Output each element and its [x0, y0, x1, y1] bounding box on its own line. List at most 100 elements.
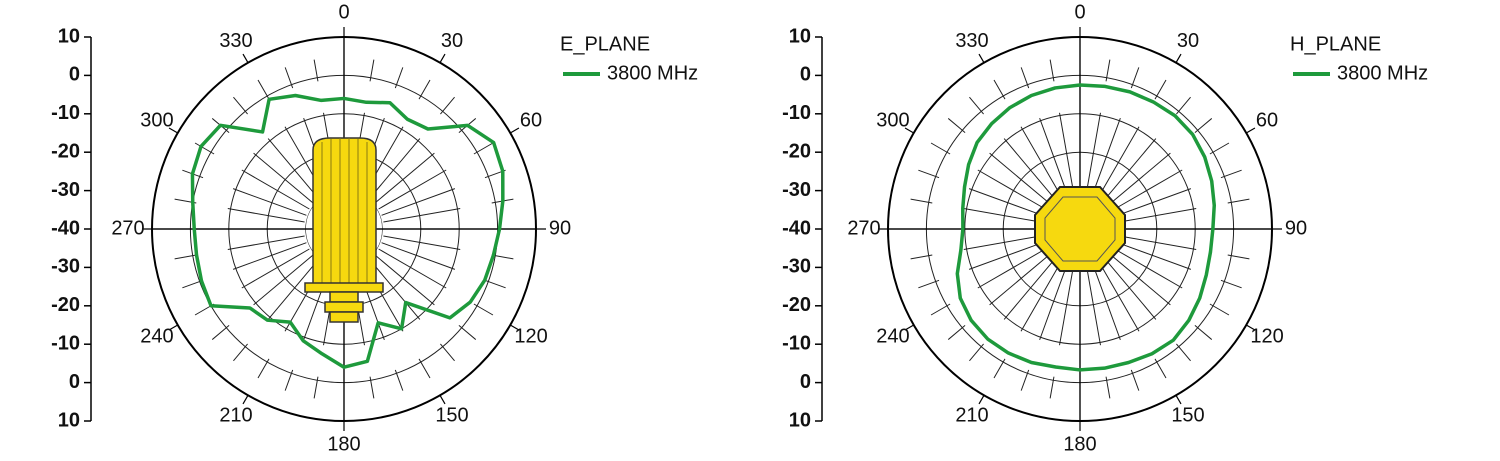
theta-tick	[1175, 53, 1182, 64]
spoke	[1119, 198, 1250, 223]
legend-label: 3800 MHz	[1337, 62, 1428, 84]
r-tick-label: 10	[789, 25, 811, 47]
r-tick-label: 10	[58, 409, 80, 431]
spoke	[233, 259, 319, 362]
r-tick-label: -20	[51, 294, 80, 316]
theta-label: 120	[514, 325, 547, 347]
r-tick-label: -20	[782, 294, 811, 316]
r-tick-label: -40	[51, 217, 80, 239]
theta-label: 330	[219, 30, 252, 52]
theta-label: 330	[955, 30, 988, 52]
legend-label: 3800 MHz	[607, 62, 698, 84]
antenna-connector	[329, 311, 359, 323]
legend-title: E_PLANE	[560, 33, 650, 55]
theta-label: 150	[1171, 404, 1204, 426]
theta-label: 30	[1177, 30, 1199, 52]
antenna-nut	[324, 301, 364, 313]
pattern-curve	[190, 93, 505, 369]
theta-tick	[1175, 394, 1182, 405]
theta-label: 240	[876, 325, 909, 347]
spoke	[1114, 248, 1230, 316]
spoke	[1099, 79, 1167, 195]
theta-label: 120	[1250, 325, 1283, 347]
antenna-nut	[329, 291, 359, 303]
spoke	[211, 254, 314, 340]
polar-chart: 0 30 60 90 120 150 180 210 240 270 300 330 -40 -30 -30…	[51, 1, 571, 455]
r-tick-label: -10	[782, 332, 811, 354]
theta-label: 180	[1063, 433, 1096, 455]
theta-tick	[509, 127, 520, 134]
r-tick-label: -40	[782, 217, 811, 239]
spoke	[1086, 59, 1111, 190]
antenna-base	[304, 282, 384, 293]
r-tick-label: -30	[51, 256, 80, 278]
r-tick-label: -10	[51, 332, 80, 354]
antenna-h	[1034, 186, 1126, 272]
theta-label: 30	[441, 30, 463, 52]
theta-tick	[439, 394, 446, 405]
theta-tick	[904, 127, 915, 134]
theta-tick	[509, 324, 520, 331]
theta-label: 270	[847, 217, 880, 239]
r-tick-label: -30	[782, 179, 811, 201]
spoke	[910, 198, 1041, 223]
theta-label: 60	[520, 109, 542, 131]
theta-label: 270	[111, 217, 144, 239]
spoke	[930, 142, 1046, 210]
spoke	[930, 248, 1046, 316]
theta-tick	[978, 394, 985, 405]
spoke	[1086, 268, 1111, 399]
spoke	[194, 142, 310, 210]
legend-title: H_PLANE	[1290, 33, 1381, 55]
theta-tick	[904, 324, 915, 331]
theta-label: 90	[549, 217, 571, 239]
theta-tick	[242, 53, 249, 64]
spoke	[1105, 96, 1191, 199]
r-tick-label: -20	[51, 140, 80, 162]
r-tick-label: -30	[51, 179, 80, 201]
r-tick-label: 10	[789, 409, 811, 431]
theta-label: 300	[140, 109, 173, 131]
spoke	[969, 259, 1055, 362]
antenna-ridges	[321, 138, 368, 288]
spoke	[1049, 59, 1074, 190]
spoke	[233, 96, 319, 199]
theta-label: 60	[1256, 109, 1278, 131]
spoke	[1110, 118, 1213, 204]
spoke	[374, 118, 477, 204]
theta-tick	[439, 53, 446, 64]
theta-tick	[168, 127, 179, 134]
theta-label: 0	[1074, 1, 1085, 23]
theta-label: 210	[955, 404, 988, 426]
theta-label: 90	[1285, 217, 1307, 239]
r-tick-label: 10	[58, 25, 80, 47]
antenna-inner	[1044, 196, 1116, 262]
spoke	[378, 248, 494, 316]
r-tick-label: 0	[800, 64, 811, 86]
spoke	[947, 254, 1050, 340]
theta-label: 300	[876, 109, 909, 131]
theta-label: 0	[338, 1, 349, 23]
theta-label: 180	[327, 433, 360, 455]
spoke	[1119, 235, 1250, 260]
r-tick-label: 0	[69, 64, 80, 86]
r-tick-label: -10	[51, 102, 80, 124]
antenna-body	[312, 137, 377, 291]
r-tick-label: 0	[800, 371, 811, 393]
theta-tick	[978, 53, 985, 64]
spoke	[383, 198, 514, 223]
spoke	[369, 96, 455, 199]
spoke	[1110, 254, 1213, 340]
theta-label: 150	[435, 404, 468, 426]
spoke	[1105, 259, 1191, 362]
theta-label: 210	[219, 404, 252, 426]
r-tick-label: -30	[782, 256, 811, 278]
theta-tick	[168, 324, 179, 331]
theta-tick	[1245, 127, 1256, 134]
spoke	[378, 142, 494, 210]
spoke	[969, 96, 1055, 199]
spoke	[1049, 268, 1074, 399]
r-tick-label: -20	[782, 140, 811, 162]
theta-tick	[242, 394, 249, 405]
